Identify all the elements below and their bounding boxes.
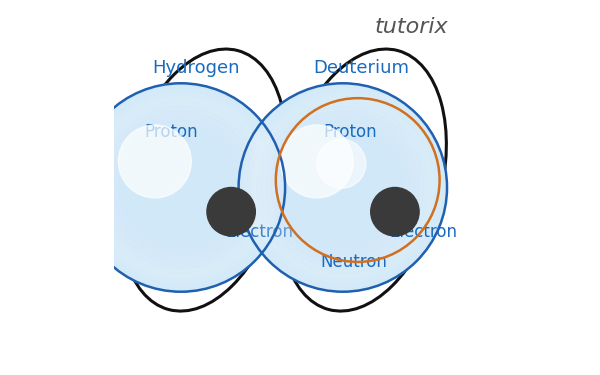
Circle shape [317,139,366,188]
Circle shape [123,130,238,245]
Text: Electron: Electron [389,223,457,241]
Circle shape [161,167,201,208]
Circle shape [304,148,382,226]
Circle shape [151,158,211,217]
Circle shape [276,121,410,254]
Circle shape [285,130,400,245]
Circle shape [95,102,266,273]
Circle shape [104,111,257,264]
Circle shape [371,188,419,236]
Circle shape [253,97,433,278]
Text: Proton: Proton [323,123,377,141]
Circle shape [248,93,438,282]
Circle shape [290,135,396,240]
Circle shape [318,162,368,213]
Circle shape [156,162,206,213]
Circle shape [243,88,442,287]
Circle shape [239,83,447,292]
Text: Proton: Proton [145,123,199,141]
Circle shape [82,88,280,287]
Circle shape [133,139,229,236]
Text: Neutron: Neutron [320,253,388,271]
Text: tutorix: tutorix [375,18,448,38]
Circle shape [308,153,377,222]
Circle shape [86,93,276,282]
Circle shape [299,144,386,231]
Circle shape [77,83,285,292]
Circle shape [271,116,415,259]
Text: Electron: Electron [226,223,293,241]
Circle shape [91,97,271,278]
Circle shape [137,144,224,231]
Circle shape [327,172,358,203]
Circle shape [119,125,243,250]
Circle shape [323,167,363,208]
Circle shape [100,106,262,268]
Circle shape [146,153,215,222]
Circle shape [77,83,285,292]
Circle shape [281,125,405,250]
Circle shape [295,139,391,236]
Text: Hydrogen: Hydrogen [152,59,239,77]
Circle shape [207,188,256,236]
Circle shape [114,121,248,254]
Circle shape [239,83,447,292]
Circle shape [142,148,220,226]
Circle shape [262,106,424,268]
Text: Deuterium: Deuterium [313,59,409,77]
Circle shape [266,111,419,264]
Circle shape [109,116,253,259]
Circle shape [118,125,191,198]
Circle shape [128,135,234,240]
Circle shape [276,98,440,262]
Circle shape [280,125,353,198]
Circle shape [313,158,373,217]
Circle shape [257,102,428,273]
Circle shape [165,172,197,203]
